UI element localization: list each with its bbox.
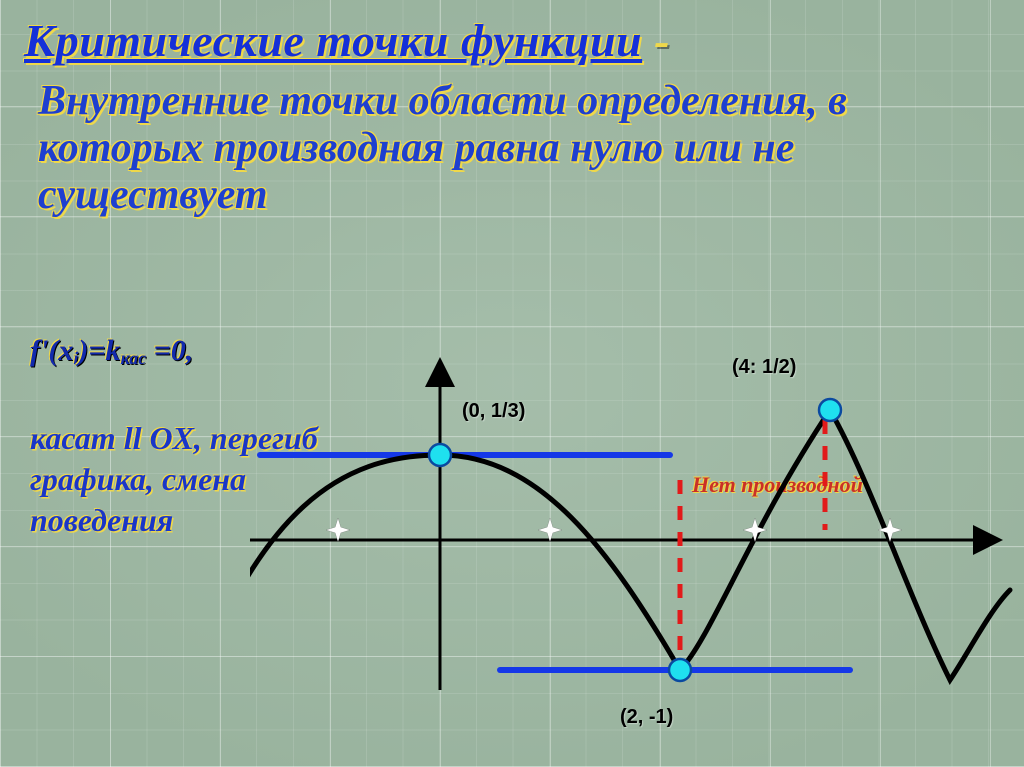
chart [250, 350, 1020, 750]
formula: f'(xi)=kкас =0, [30, 334, 193, 369]
subtitle: Внутренние точки области определения, в … [38, 78, 978, 219]
title-main: Критические точки функции [24, 15, 642, 66]
title-dash: - [642, 15, 670, 66]
title: Критические точки функции - [24, 14, 670, 67]
chart-svg [250, 350, 1020, 750]
slide-root: Критические точки функции - Внутренние т… [0, 0, 1024, 767]
